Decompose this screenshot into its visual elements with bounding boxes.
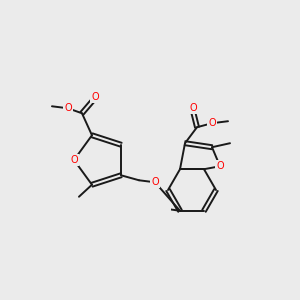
Text: O: O [64,103,72,113]
Text: O: O [208,118,216,128]
Text: O: O [162,204,170,214]
Text: O: O [189,103,197,113]
Text: O: O [91,92,99,102]
Text: O: O [151,177,159,187]
Text: O: O [70,155,78,165]
Text: O: O [151,177,159,187]
Text: O: O [162,204,170,214]
Text: O: O [216,161,224,171]
